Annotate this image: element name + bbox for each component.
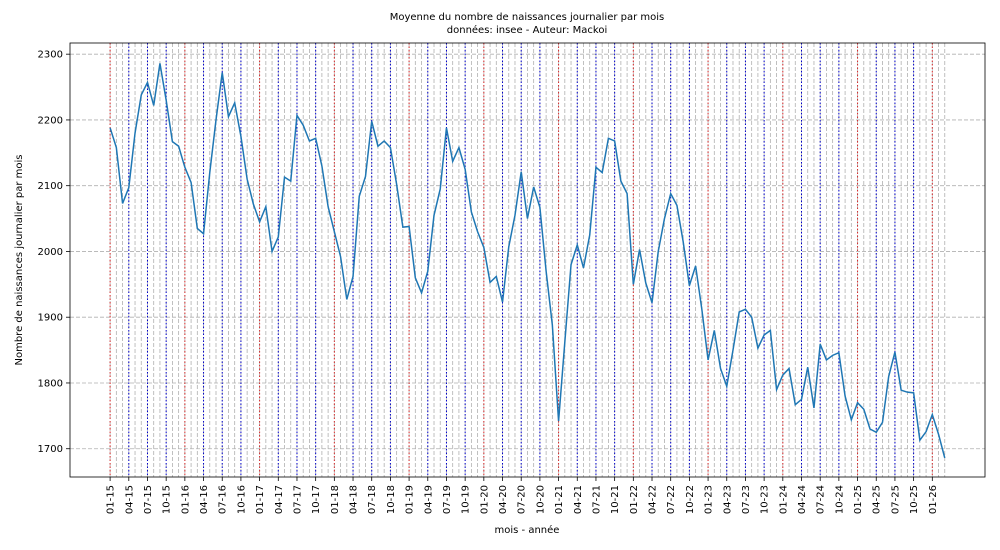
plot-frame (69, 42, 986, 478)
x-tick-label: 01-22 (629, 485, 640, 514)
x-tick-label: 01-17 (255, 485, 266, 514)
x-tick-label: 10-20 (535, 485, 546, 514)
y-tick-label: 2300 (38, 50, 63, 61)
x-tick-label: 07-22 (666, 485, 677, 514)
x-axis-label: mois - année (495, 524, 560, 536)
x-tick-label: 10-15 (162, 485, 173, 514)
x-tick-label: 07-23 (741, 485, 752, 514)
y-tick-label: 1800 (38, 378, 63, 389)
x-tick-label: 10-18 (386, 485, 397, 514)
chart-subtitle: données: insee - Auteur: Mackoi (447, 24, 607, 36)
x-tick-label: 04-18 (349, 485, 360, 514)
x-tick-label: 04-15 (124, 485, 135, 514)
x-tick-label: 07-19 (442, 485, 453, 514)
x-tick-label: 10-25 (909, 485, 920, 514)
x-tick-label: 07-20 (517, 485, 528, 514)
x-tick-label: 07-24 (816, 485, 827, 514)
x-tick-label: 07-17 (292, 485, 303, 514)
x-tick-label: 01-24 (778, 485, 789, 514)
x-tick-label: 10-23 (760, 485, 771, 514)
x-tick-label: 01-26 (928, 485, 939, 514)
x-tick-label: 04-16 (199, 485, 210, 514)
x-tick-label: 01-16 (180, 485, 191, 514)
y-axis-label: Nombre de naissances journalier par mois (14, 154, 25, 365)
x-tick-label: 04-19 (423, 485, 434, 514)
x-tick-label: 04-25 (872, 485, 883, 514)
x-tick-label: 04-20 (498, 485, 509, 514)
x-tick-label: 01-19 (405, 485, 416, 514)
data-line (109, 63, 946, 459)
x-tick-label: 04-21 (573, 485, 584, 514)
x-tick-label: 01-20 (479, 485, 490, 514)
x-tick-label: 04-23 (722, 485, 733, 514)
x-tick-label: 01-15 (106, 485, 117, 514)
y-tick-label: 1700 (38, 444, 63, 455)
x-tick-label: 10-16 (236, 485, 247, 514)
x-tick-label: 07-15 (143, 485, 154, 514)
y-tick-label: 2000 (38, 247, 63, 258)
y-tick-label: 2100 (38, 181, 63, 192)
x-tick-label: 01-21 (554, 485, 565, 514)
y-tick-label: 2200 (38, 115, 63, 126)
x-tick-label: 04-17 (274, 485, 285, 514)
x-tick-label: 01-25 (853, 485, 864, 514)
x-tick-label: 10-24 (834, 485, 845, 514)
x-tick-label: 04-22 (648, 485, 659, 514)
chart-title: Moyenne du nombre de naissances journali… (390, 12, 665, 23)
x-tick-label: 10-19 (461, 485, 472, 514)
x-tick-label: 10-21 (610, 485, 621, 514)
x-tick-label: 07-21 (591, 485, 602, 514)
x-tick-label: 07-18 (367, 485, 378, 514)
x-tick-label: 10-22 (685, 485, 696, 514)
x-tick-label: 04-24 (797, 485, 808, 514)
x-tick-label: 10-17 (311, 485, 322, 514)
x-tick-label: 07-25 (890, 485, 901, 514)
x-tick-label: 01-18 (330, 485, 341, 514)
y-tick-label: 1900 (38, 313, 63, 324)
x-tick-label: 07-16 (218, 485, 229, 514)
x-tick-label: 01-23 (704, 485, 715, 514)
